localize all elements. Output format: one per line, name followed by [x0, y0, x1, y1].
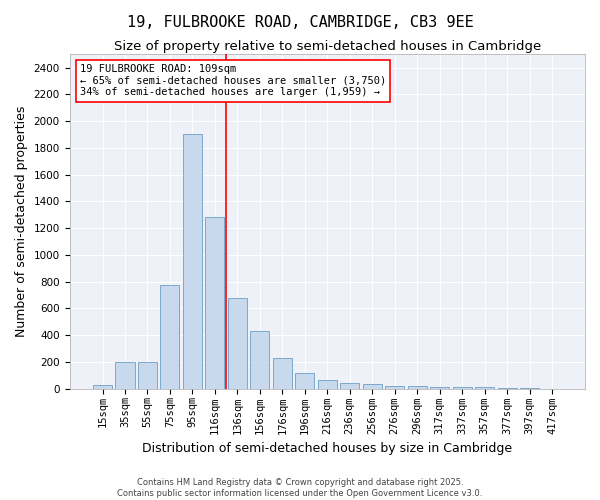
Text: Contains HM Land Registry data © Crown copyright and database right 2025.
Contai: Contains HM Land Registry data © Crown c…: [118, 478, 482, 498]
Bar: [407, 386, 427, 388]
Title: Size of property relative to semi-detached houses in Cambridge: Size of property relative to semi-detach…: [113, 40, 541, 53]
Bar: [318, 380, 337, 388]
Bar: [273, 358, 292, 388]
Bar: [452, 386, 472, 388]
Bar: [160, 285, 179, 389]
Bar: [385, 386, 404, 388]
Bar: [295, 373, 314, 388]
Bar: [115, 362, 134, 388]
X-axis label: Distribution of semi-detached houses by size in Cambridge: Distribution of semi-detached houses by …: [142, 442, 512, 455]
Bar: [183, 134, 202, 388]
Bar: [93, 385, 112, 388]
Text: 19 FULBROOKE ROAD: 109sqm
← 65% of semi-detached houses are smaller (3,750)
34% : 19 FULBROOKE ROAD: 109sqm ← 65% of semi-…: [80, 64, 386, 98]
Text: 19, FULBROOKE ROAD, CAMBRIDGE, CB3 9EE: 19, FULBROOKE ROAD, CAMBRIDGE, CB3 9EE: [127, 15, 473, 30]
Bar: [250, 331, 269, 388]
Bar: [228, 298, 247, 388]
Bar: [205, 218, 224, 388]
Bar: [430, 386, 449, 388]
Bar: [340, 382, 359, 388]
Bar: [362, 384, 382, 388]
Bar: [138, 362, 157, 388]
Bar: [475, 387, 494, 388]
Y-axis label: Number of semi-detached properties: Number of semi-detached properties: [15, 106, 28, 337]
